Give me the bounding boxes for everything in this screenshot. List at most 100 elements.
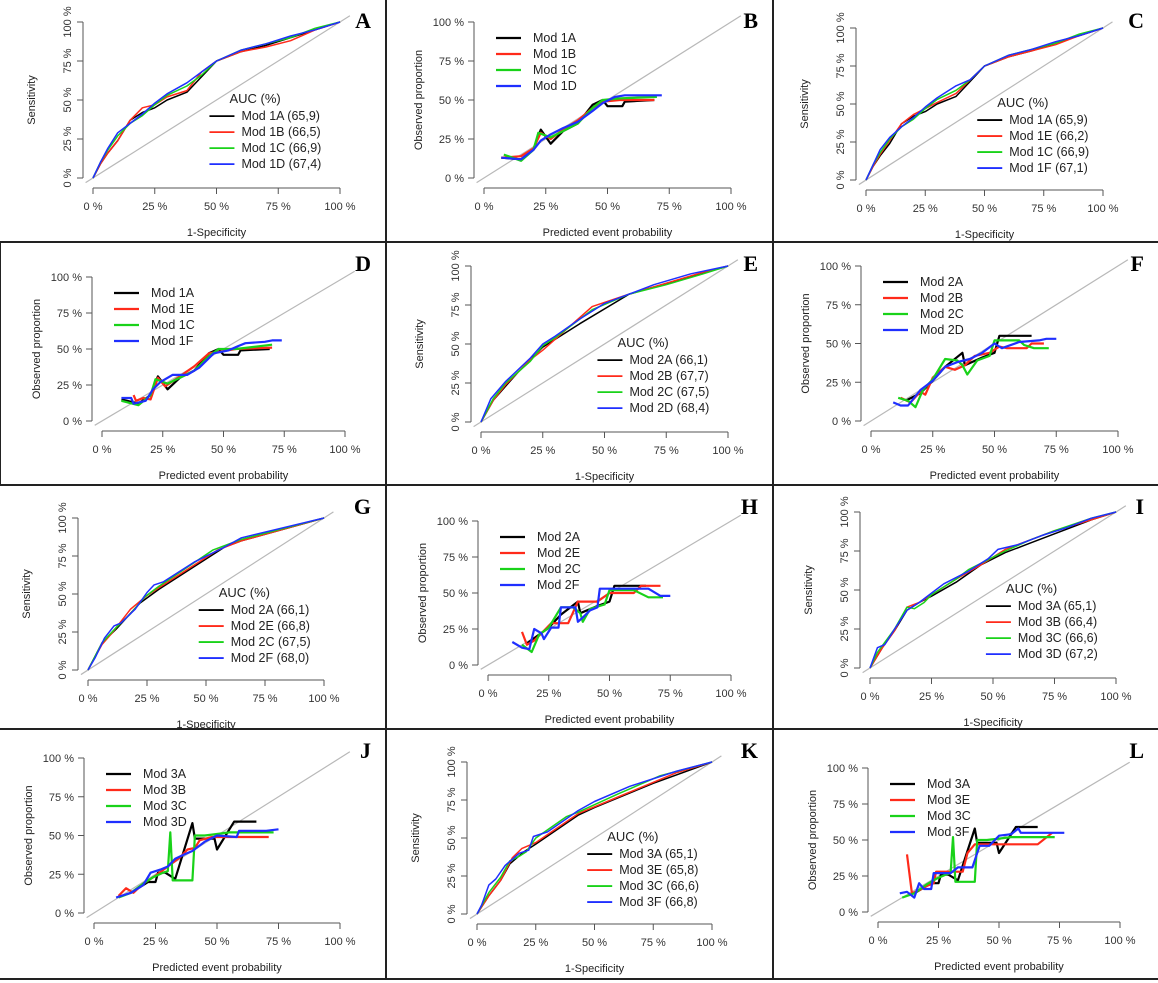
legend: AUC (%) Mod 2A (66,1) Mod 2E (66,8) Mod 2C … bbox=[198, 585, 311, 665]
legend-label: Mod 1C (66,9) bbox=[241, 141, 321, 155]
series-line-mod-3e bbox=[476, 761, 713, 915]
legend-label: Mod 1E bbox=[151, 302, 194, 316]
y-tick-label: 50 % bbox=[839, 577, 851, 602]
y-tick-label: 0 % bbox=[832, 416, 851, 428]
y-tick-label: 75 % bbox=[833, 799, 858, 811]
x-tick-label: 0 % bbox=[84, 201, 103, 213]
chart-b: 0 % 0 % 25 % 25 % 50 % 50 % 75 % 75 % 100 % 100 %… bbox=[413, 8, 758, 239]
legend-label: Mod 2A (66,1) bbox=[629, 353, 708, 367]
legend-label: Mod 3E (65,8) bbox=[619, 863, 698, 877]
x-tick-label: 0 % bbox=[475, 201, 494, 213]
y-tick-label: 50 % bbox=[833, 835, 858, 847]
legend-label: Mod 2A bbox=[537, 530, 581, 544]
legend-label: Mod 3B bbox=[143, 783, 186, 797]
y-tick-label: 100 % bbox=[820, 261, 851, 273]
x-axis-label: Predicted event probability bbox=[159, 470, 289, 482]
series-line-mod-3f bbox=[476, 761, 713, 915]
y-tick-label: 75 % bbox=[826, 300, 851, 312]
legend-label: Mod 2C (67,5) bbox=[629, 385, 709, 399]
legend: Mod 2A Mod 2E Mod 2C Mod 2F bbox=[500, 530, 581, 592]
y-tick-label: 0 % bbox=[446, 904, 458, 923]
x-tick-label: 50 % bbox=[986, 935, 1011, 947]
legend-label: Mod 1A (65,9) bbox=[241, 109, 320, 123]
panel-h: 0 % 0 % 25 % 25 % 50 % 50 % 75 % 75 % 100 % 100 %… bbox=[387, 486, 772, 730]
x-tick-label: 75 % bbox=[266, 201, 291, 213]
x-tick-label: 100 % bbox=[715, 201, 746, 213]
y-tick-label: 75 % bbox=[57, 543, 69, 568]
legend: Mod 1A Mod 1E Mod 1C Mod 1F bbox=[114, 286, 195, 348]
panel-b: 0 % 0 % 25 % 25 % 50 % 50 % 75 % 75 % 100 % 100 %… bbox=[387, 0, 772, 243]
series-line-mod-3c bbox=[901, 835, 1055, 899]
y-tick-label: 25 % bbox=[62, 126, 74, 151]
legend-label: Mod 1F bbox=[151, 334, 194, 348]
legend-label: Mod 3A (65,1) bbox=[1018, 599, 1097, 613]
series-line-mod-3f bbox=[899, 827, 1065, 899]
x-tick-label: 25 % bbox=[533, 201, 558, 213]
panel-k: 0 % 0 % 25 % 25 % 50 % 50 % 75 % 75 % 100 % 100 %… bbox=[387, 730, 772, 980]
x-tick-label: 25 % bbox=[530, 445, 555, 457]
y-tick-label: 0 % bbox=[839, 907, 858, 919]
series-line-mod-1b bbox=[92, 21, 341, 179]
x-tick-label: 25 % bbox=[134, 693, 159, 705]
y-tick-label: 25 % bbox=[835, 129, 847, 154]
legend-label: Mod 1D bbox=[533, 79, 577, 93]
y-axis-label: Observed proportion bbox=[413, 50, 425, 150]
y-axis-label: Sensitivity bbox=[26, 75, 38, 125]
panel-c: 0 % 0 % 25 % 25 % 50 % 50 % 75 % 75 % 100 % 100 %… bbox=[772, 0, 1158, 243]
legend-label: Mod 2D (68,4) bbox=[629, 401, 709, 415]
legend-label: Mod 3A bbox=[143, 767, 187, 781]
y-tick-label: 0 % bbox=[445, 173, 464, 185]
x-tick-label: 75 % bbox=[1047, 935, 1072, 947]
series-line-mod-2a bbox=[905, 334, 1032, 402]
panel-letter: E bbox=[743, 251, 758, 276]
panel-letter: G bbox=[354, 494, 371, 519]
y-tick-label: 75 % bbox=[443, 552, 468, 564]
y-tick-label: 100 % bbox=[57, 502, 69, 533]
legend-label: Mod 2E (66,8) bbox=[231, 619, 310, 633]
y-tick-label: 100 % bbox=[839, 496, 851, 527]
x-axis-label: Predicted event probability bbox=[543, 227, 673, 239]
legend: AUC (%) Mod 3A (65,1) Mod 3E (65,8) Mod 3C … bbox=[587, 829, 699, 909]
y-tick-label: 25 % bbox=[826, 377, 851, 389]
reference-diagonal-line bbox=[473, 259, 739, 428]
series-line-mod-1b bbox=[501, 98, 655, 159]
y-axis-label: Sensitivity bbox=[803, 565, 815, 615]
series-line-mod-3d bbox=[869, 511, 1117, 669]
x-tick-label: 50 % bbox=[980, 691, 1005, 703]
chart-l: 0 % 0 % 25 % 25 % 50 % 50 % 75 % 75 % 100 % 100 %… bbox=[807, 738, 1144, 973]
x-axis-label: Predicted event probability bbox=[152, 962, 282, 974]
y-tick-label: 0 % bbox=[55, 908, 74, 920]
series-line-mod-3d bbox=[115, 828, 279, 899]
x-tick-label: 50 % bbox=[211, 444, 236, 456]
legend-label: Mod 3C (66,6) bbox=[1018, 631, 1098, 645]
y-tick-label: 25 % bbox=[833, 871, 858, 883]
y-tick-label: 0 % bbox=[835, 170, 847, 189]
panel-i: 0 % 0 % 25 % 25 % 50 % 50 % 75 % 75 % 100 % 100 %… bbox=[772, 486, 1158, 730]
legend: Mod 2A Mod 2B Mod 2C Mod 2D bbox=[883, 275, 964, 337]
y-axis-label: Sensitivity bbox=[410, 813, 422, 863]
series-line-mod-1a bbox=[501, 98, 655, 161]
series-line-mod-1a bbox=[121, 347, 270, 405]
legend: AUC (%) Mod 1A (65,9) Mod 1E (66,2) Mod 1C … bbox=[977, 95, 1089, 175]
legend-title: AUC (%) bbox=[219, 585, 270, 600]
x-axis-label: Predicted event probability bbox=[934, 961, 1064, 973]
y-tick-label: 25 % bbox=[57, 380, 82, 392]
y-tick-label: 100 % bbox=[446, 746, 458, 777]
legend-label: Mod 1E (66,2) bbox=[1009, 129, 1088, 143]
legend-title: AUC (%) bbox=[617, 335, 668, 350]
panel-g: 0 % 0 % 25 % 25 % 50 % 50 % 75 % 75 % 100 % 100 %… bbox=[0, 486, 387, 731]
chart-e: 0 % 0 % 25 % 25 % 50 % 50 % 75 % 75 % 100 % 100 %… bbox=[414, 250, 758, 483]
legend-title: AUC (%) bbox=[997, 95, 1048, 110]
series-line-mod-2c bbox=[521, 588, 663, 654]
y-tick-label: 50 % bbox=[450, 331, 462, 356]
legend-label: Mod 3C (66,6) bbox=[619, 879, 699, 893]
panel-letter: A bbox=[355, 8, 371, 33]
panel-letter: C bbox=[1128, 8, 1144, 33]
series-line-mod-1d bbox=[92, 21, 341, 179]
series-line-mod-1e bbox=[132, 346, 273, 402]
y-tick-label: 75 % bbox=[62, 48, 74, 73]
y-axis-label: Observed proportion bbox=[23, 785, 35, 885]
x-tick-label: 100 % bbox=[324, 201, 355, 213]
reference-diagonal-line bbox=[863, 259, 1129, 427]
